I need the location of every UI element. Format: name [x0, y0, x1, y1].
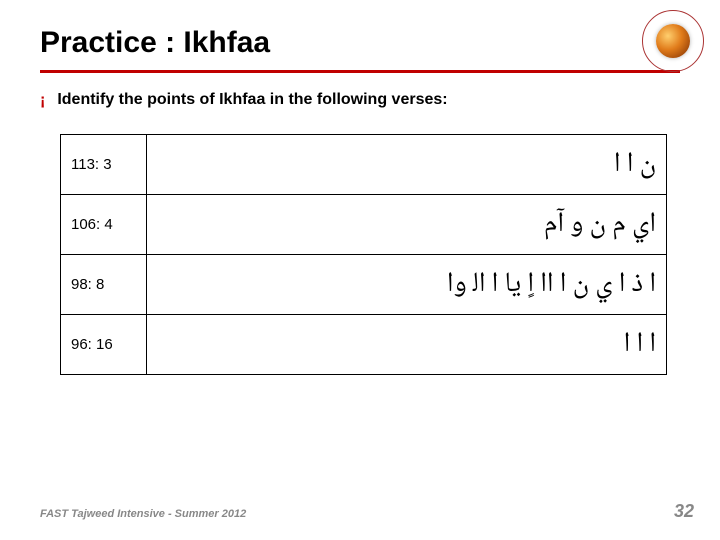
verse-table: 113: 3 ن ا ا 106: 4 اي م ن و آم 98: 8 ا … [60, 134, 667, 375]
title-wrap: Practice : Ikhfaa [0, 0, 720, 64]
page-number: 32 [674, 501, 694, 522]
verse-ref: 96: 16 [61, 315, 147, 375]
table-row: 113: 3 ن ا ا [61, 135, 667, 195]
verse-arabic: ا ذ ا ي ن ا اا اٍ يا ا اﻟ وا [147, 255, 667, 315]
logo-flame-icon [656, 24, 690, 58]
table-row: 106: 4 اي م ن و آم [61, 195, 667, 255]
verse-ref: 113: 3 [61, 135, 147, 195]
bullet-text: Identify the points of Ikhfaa in the fol… [57, 91, 447, 109]
bullet-icon: ¡ [40, 91, 45, 110]
logo-connect-with-quran [642, 10, 704, 72]
table-row: 98: 8 ا ذ ا ي ن ا اا اٍ يا ا اﻟ وا [61, 255, 667, 315]
verse-ref: 106: 4 [61, 195, 147, 255]
table-row: 96: 16 ا ا ا [61, 315, 667, 375]
slide: Practice : Ikhfaa ¡ Identify the points … [0, 0, 720, 540]
footer-text: FAST Tajweed Intensive - Summer 2012 [40, 508, 246, 520]
verse-arabic: اي م ن و آم [147, 195, 667, 255]
bullet-row: ¡ Identify the points of Ikhfaa in the f… [0, 91, 720, 128]
verse-arabic: ا ا ا [147, 315, 667, 375]
verse-ref: 98: 8 [61, 255, 147, 315]
slide-title: Practice : Ikhfaa [40, 26, 680, 60]
title-underline [40, 70, 680, 73]
verse-arabic: ن ا ا [147, 135, 667, 195]
